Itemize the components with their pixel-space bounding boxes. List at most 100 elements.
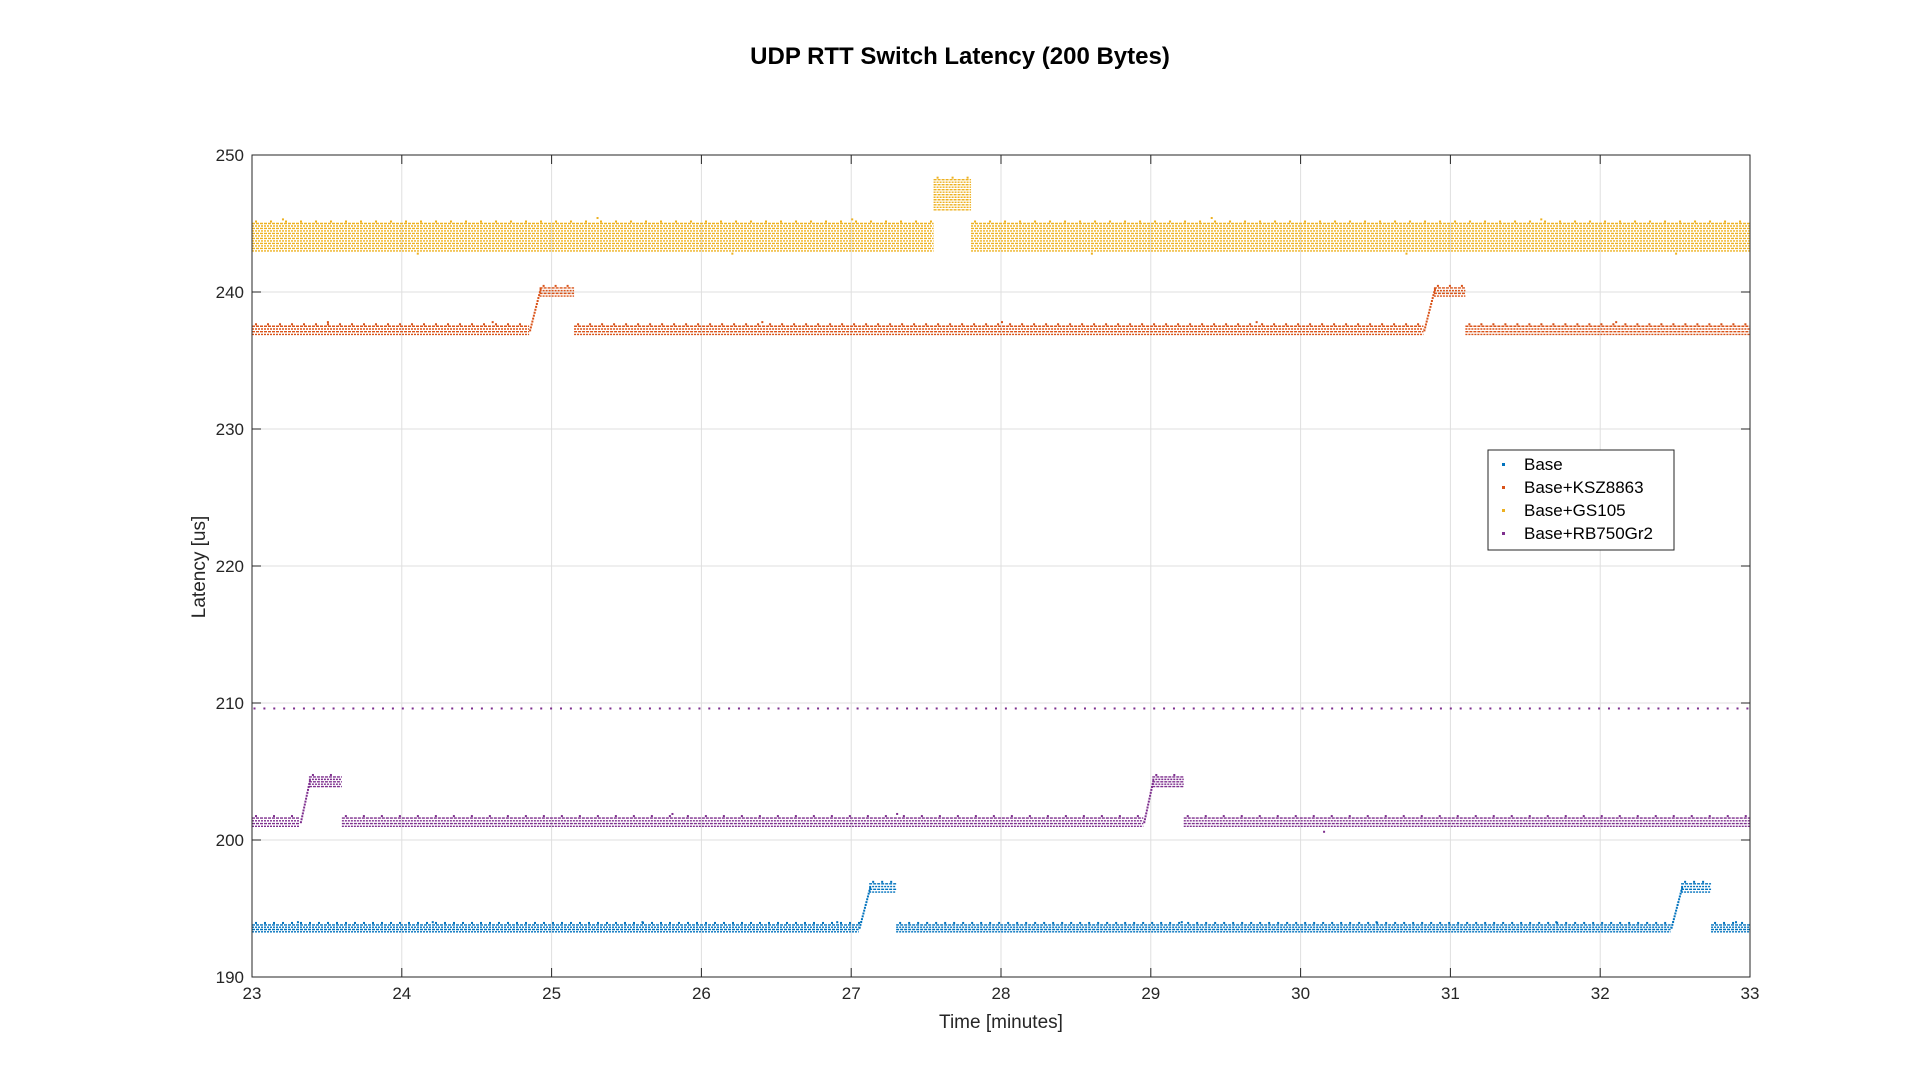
data-point	[279, 323, 281, 326]
data-point	[974, 220, 977, 223]
data-point	[908, 921, 911, 924]
data-point	[1589, 220, 1592, 223]
data-point	[869, 886, 872, 889]
data-point	[1261, 323, 1264, 326]
data-point	[470, 815, 473, 818]
data-point	[1069, 323, 1072, 326]
data-point	[1309, 323, 1312, 326]
data-point-outlier	[731, 252, 734, 255]
data-point	[997, 323, 1000, 326]
data-point	[1145, 812, 1148, 815]
data-point	[483, 323, 485, 326]
data-point	[615, 220, 617, 223]
data-point	[542, 815, 545, 818]
data-point	[935, 921, 938, 924]
data-point	[435, 220, 437, 223]
data-point	[1412, 921, 1415, 924]
data-point	[566, 284, 569, 287]
data-point	[599, 707, 602, 710]
data-point	[1064, 815, 1067, 818]
data-point	[495, 323, 497, 326]
data-point	[1601, 921, 1604, 924]
data-point	[1093, 707, 1096, 710]
data-point	[639, 707, 642, 710]
data-point	[1578, 707, 1581, 710]
data-point	[600, 220, 602, 223]
data-point	[866, 898, 869, 901]
data-point	[886, 707, 889, 710]
data-point	[1696, 707, 1699, 710]
legend-entry: Base+GS105	[1524, 501, 1626, 520]
data-point	[669, 921, 671, 924]
y-tick-label: 210	[216, 694, 244, 713]
data-point	[650, 815, 653, 818]
data-point	[864, 903, 867, 906]
data-point	[1150, 788, 1153, 791]
data-point	[1004, 707, 1007, 710]
data-point	[1546, 815, 1549, 818]
data-point	[865, 901, 868, 904]
data-point-outlier	[641, 921, 644, 924]
data-point	[579, 921, 581, 924]
data-point	[540, 707, 543, 710]
data-point	[937, 323, 940, 326]
data-point	[363, 323, 365, 326]
data-point	[1196, 921, 1199, 924]
data-point	[1250, 921, 1253, 924]
data-point	[768, 921, 770, 924]
data-point	[498, 921, 500, 924]
data-point	[975, 707, 978, 710]
data-point	[776, 815, 779, 818]
data-point	[1105, 323, 1108, 326]
data-point	[1311, 707, 1314, 710]
data-point	[1285, 323, 1288, 326]
data-point	[299, 821, 302, 824]
data-point	[534, 308, 537, 311]
data-point	[1394, 220, 1397, 223]
data-point	[777, 707, 780, 710]
data-point	[516, 921, 518, 924]
data-point	[733, 323, 736, 326]
data-point	[552, 921, 554, 924]
data-point	[554, 284, 557, 287]
data-point	[825, 220, 827, 223]
data-point	[1160, 921, 1163, 924]
data-point	[1664, 921, 1667, 924]
data-point	[372, 707, 375, 710]
data-point	[1702, 880, 1705, 883]
data-point	[495, 220, 497, 223]
data-point	[723, 921, 725, 924]
data-point	[685, 323, 688, 326]
data-point	[255, 815, 257, 818]
data-point	[570, 921, 572, 924]
data-point	[735, 220, 737, 223]
data-point	[300, 818, 303, 821]
data-point	[375, 220, 377, 223]
data-point	[1457, 921, 1460, 924]
legend-entry: Base+RB750Gr2	[1524, 524, 1653, 543]
data-point	[1384, 815, 1387, 818]
data-point	[1469, 220, 1472, 223]
data-point	[255, 323, 257, 326]
data-point	[1222, 815, 1225, 818]
data-point	[757, 323, 760, 326]
data-point	[382, 707, 385, 710]
data-point	[1489, 707, 1492, 710]
data-point	[1143, 707, 1146, 710]
data-point	[542, 284, 545, 287]
data-point	[938, 815, 941, 818]
data-point	[1677, 707, 1680, 710]
data-point	[283, 707, 286, 710]
data-point	[863, 906, 866, 909]
data-point	[985, 707, 988, 710]
data-point-outlier	[1210, 217, 1213, 220]
data-point	[282, 921, 284, 924]
data-point	[1732, 323, 1735, 326]
data-point	[1547, 921, 1550, 924]
data-point	[465, 220, 467, 223]
data-point	[270, 220, 272, 223]
data-point	[1319, 220, 1322, 223]
data-point	[1019, 220, 1022, 223]
data-point	[856, 707, 859, 710]
data-point	[1334, 220, 1337, 223]
